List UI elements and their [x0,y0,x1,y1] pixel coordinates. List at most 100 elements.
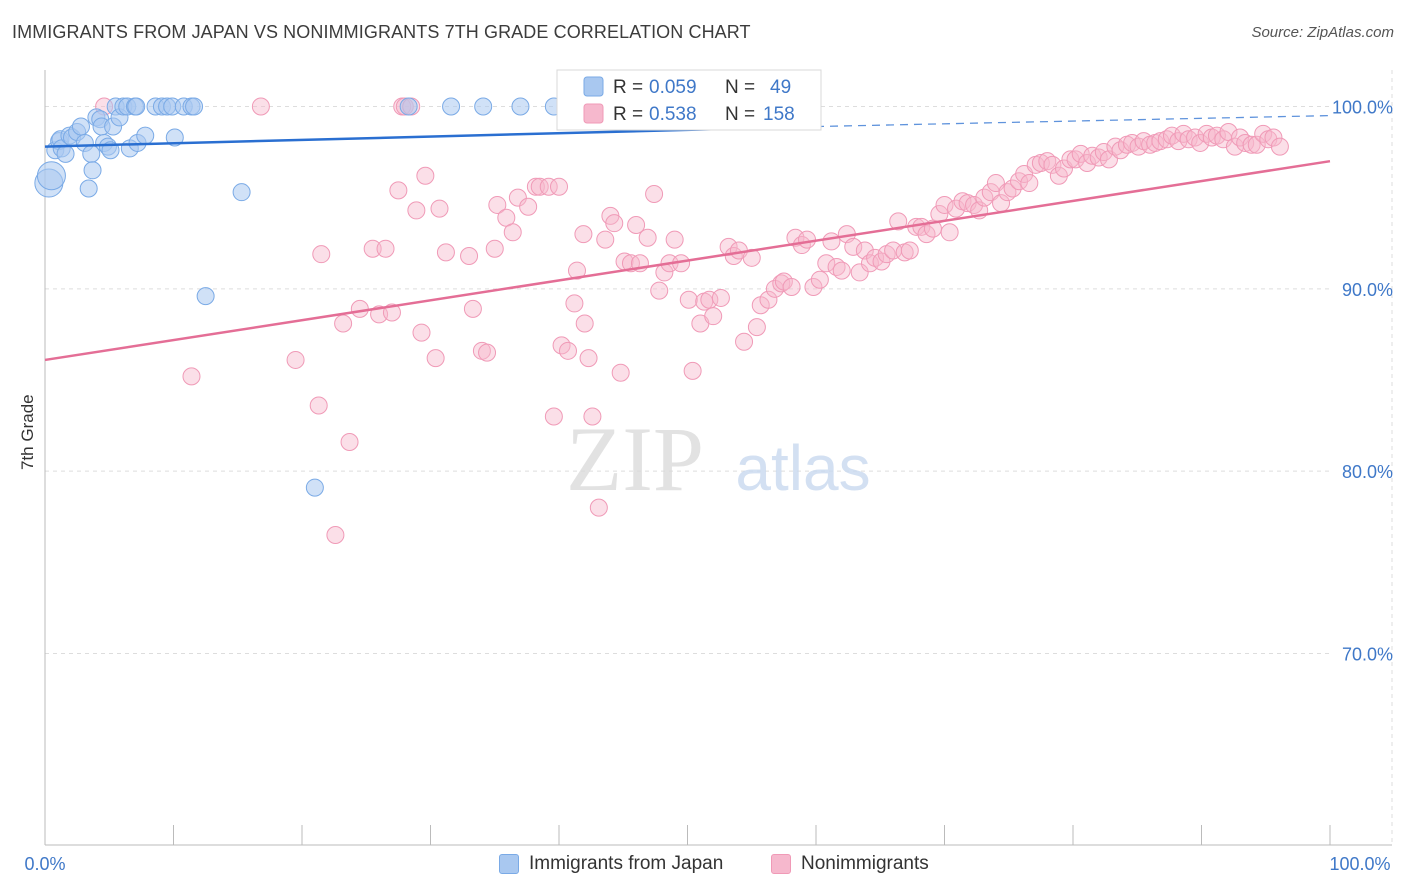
nonimmigrant-point [965,195,984,214]
nonimmigrant-point [683,361,702,380]
nonimmigrant-point [1003,179,1022,198]
japan-point [196,287,215,306]
nonimmigrant-point [798,230,817,249]
legend-japan-r-label: R = [613,77,643,98]
japan-point [305,478,324,497]
legend-item-japan[interactable]: Immigrants from Japan [499,852,723,876]
nonimmigrant-point [412,323,431,342]
nonimmigrant-point [485,239,504,258]
nonimmigrant-point [1031,154,1050,172]
legend-non-r-value: 0.538 [649,104,697,125]
nonimmigrant-point [544,407,563,426]
japan-point [185,97,204,116]
nonimmigrant-point [334,314,353,333]
japan-point [165,128,184,147]
legend-non-swatch [583,103,604,124]
y-tick-label: 70.0% [1342,645,1393,665]
nonimmigrant-point [638,228,657,247]
legend-non-n-value: 158 [763,104,795,125]
legend-bottom: Immigrants from Japan Nonimmigrants [0,852,1406,878]
nonimmigrant-point [650,281,669,300]
legend-japan-label: Immigrants from Japan [529,853,724,874]
nonimmigrant-point [1236,133,1255,152]
nonimmigrant-point [747,318,766,337]
nonimmigrant-point [526,177,545,196]
nonimmigrant-point [679,290,698,309]
nonimmigrant-point [312,245,331,264]
nonimmigrant-point [958,194,977,213]
y-tick-label: 100.0% [1332,97,1393,117]
nonimmigrant-point [550,177,568,196]
nonimmigrant-point [1231,128,1250,147]
nonimmigrant-point [1174,124,1193,143]
nonimmigrant-point [430,199,449,218]
japan-point [136,126,155,145]
nonimmigrant-point [539,177,558,196]
nonimmigrant-point [627,216,646,234]
japan-point [127,97,146,116]
nonimmigrant-point [860,254,879,273]
nonimmigrant-point [503,223,522,242]
nonimmigrant-point [782,278,801,296]
japan-point [474,97,493,116]
nonimmigrant-point [426,349,445,368]
nonimmigrant-point [1043,155,1062,174]
nonimmigrant-point [478,343,497,362]
nonimmigrant-point [1020,174,1039,193]
x-tick-label-min: 0.0% [24,854,65,874]
nonimmigrant-point [935,195,954,214]
nonimmigrant-point [1038,152,1057,171]
y-tick-label: 90.0% [1342,280,1393,300]
nonimmigrant-point [605,214,624,233]
nonimmigrant-point [519,197,538,216]
legend-non-n-label: N = [725,104,755,125]
nonimmigrant-point [251,97,270,116]
nonimmigrant-point [900,241,919,260]
nonimmigrant-point [735,332,754,351]
legend-japan-r-value: 0.059 [649,77,697,98]
nonimmigrant-point [463,299,482,318]
japan-point [232,183,251,202]
legend-non-r-label: R = [613,104,643,125]
nonimmigrant-point [350,299,369,318]
legend-item-nonimmigrants[interactable]: Nonimmigrants [771,852,929,876]
nonimmigrant-point [804,278,823,296]
nonimmigrant-point [579,349,598,368]
legend-japan-n-label: N = [725,77,755,98]
nonimmigrant-point [1270,137,1289,156]
nonimmigrant-point [1247,135,1266,154]
nonimmigrant-point [1191,133,1210,152]
nonimmigrant-point [1242,135,1261,154]
nonimmigrant-point [889,212,908,231]
nonimmigrant-point [363,239,382,258]
nonimmigrant-point [389,181,408,200]
watermark-atlas: atlas [735,432,870,504]
nonimmigrant-point [742,248,761,267]
nonimmigrant-point [704,307,723,326]
nonimmigrant-point [711,288,730,307]
japan-point [71,117,90,136]
nonimmigrant-point [645,185,664,203]
nonimmigrant-point [947,199,966,218]
y-axis-label: 7th Grade [18,394,37,470]
nonimmigrant-point [611,363,630,382]
legend-japan-box [499,854,519,874]
tick-labels: 70.0% 80.0% 90.0% 100.0% 0.0% 100.0% [24,97,1393,874]
watermark-zip: ZIP [566,408,704,510]
nonimmigrant-point [817,254,836,273]
nonimmigrant-point [589,498,608,517]
legend-stats: R = 0.059 N = 49 R = 0.538 N = 158 [556,69,822,131]
nonimmigrant-point [759,290,778,309]
nonimmigrant-point [596,230,615,249]
japan-point [442,97,461,116]
nonimmigrant-point [772,274,791,293]
nonimmigrant-point [416,166,435,185]
nonimmigrant-point [1151,132,1170,151]
nonimmigrant-point [844,237,863,256]
nonimmigrant-point [309,396,328,415]
nonimmigrant-point [1157,130,1176,149]
nonimmigrant-point [286,350,305,369]
japan-trend-extension [815,114,1331,128]
nonimmigrant-point [583,407,602,426]
nonimmigrant-point [488,195,507,214]
